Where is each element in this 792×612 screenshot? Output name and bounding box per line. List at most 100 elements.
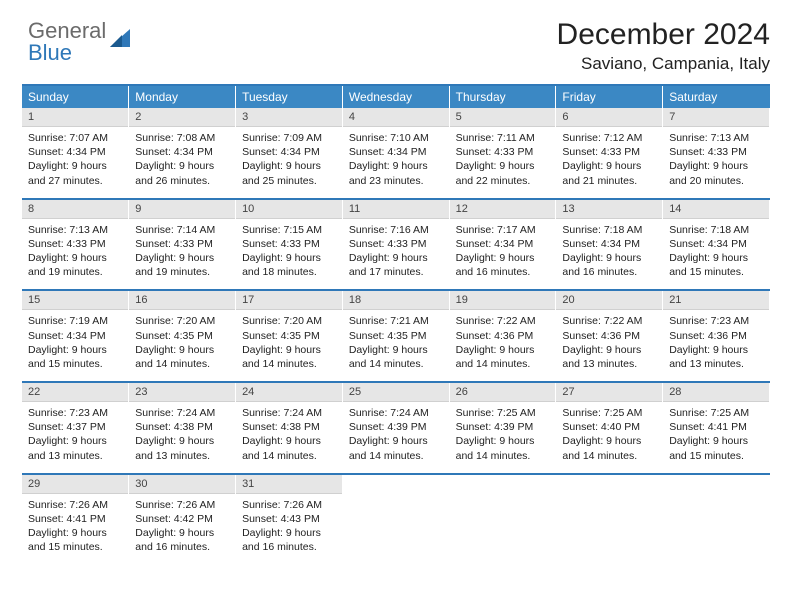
day-body: Sunrise: 7:15 AMSunset: 4:33 PMDaylight:… [236, 219, 342, 290]
day-body: Sunrise: 7:25 AMSunset: 4:39 PMDaylight:… [450, 402, 556, 473]
daylight-line: Daylight: 9 hours and 20 minutes. [669, 159, 763, 187]
day-body: Sunrise: 7:07 AMSunset: 4:34 PMDaylight:… [22, 127, 128, 198]
day-number: 30 [129, 475, 235, 494]
sunrise-line: Sunrise: 7:24 AM [349, 406, 443, 420]
day-number: 23 [129, 383, 235, 402]
day-body: Sunrise: 7:22 AMSunset: 4:36 PMDaylight:… [556, 310, 662, 381]
day-body: Sunrise: 7:10 AMSunset: 4:34 PMDaylight:… [343, 127, 449, 198]
sunrise-line: Sunrise: 7:25 AM [669, 406, 763, 420]
day-header: Thursday [449, 85, 556, 108]
day-body: Sunrise: 7:26 AMSunset: 4:41 PMDaylight:… [22, 494, 128, 565]
day-body: Sunrise: 7:25 AMSunset: 4:41 PMDaylight:… [663, 402, 769, 473]
day-body: Sunrise: 7:11 AMSunset: 4:33 PMDaylight:… [450, 127, 556, 198]
sunrise-line: Sunrise: 7:08 AM [135, 131, 229, 145]
sunrise-line: Sunrise: 7:24 AM [135, 406, 229, 420]
calendar-week-row: 22Sunrise: 7:23 AMSunset: 4:37 PMDayligh… [22, 382, 770, 474]
sunset-line: Sunset: 4:34 PM [242, 145, 336, 159]
calendar-day-cell: 5Sunrise: 7:11 AMSunset: 4:33 PMDaylight… [449, 108, 556, 199]
daylight-line: Daylight: 9 hours and 17 minutes. [349, 251, 443, 279]
daylight-line: Daylight: 9 hours and 16 minutes. [456, 251, 550, 279]
day-body: Sunrise: 7:08 AMSunset: 4:34 PMDaylight:… [129, 127, 235, 198]
daylight-line: Daylight: 9 hours and 23 minutes. [349, 159, 443, 187]
month-title: December 2024 [557, 18, 770, 52]
sunrise-line: Sunrise: 7:26 AM [135, 498, 229, 512]
day-number: 3 [236, 108, 342, 127]
day-number: 28 [663, 383, 769, 402]
sunset-line: Sunset: 4:34 PM [28, 145, 122, 159]
daylight-line: Daylight: 9 hours and 13 minutes. [135, 434, 229, 462]
day-body: Sunrise: 7:23 AMSunset: 4:37 PMDaylight:… [22, 402, 128, 473]
calendar-day-cell: 21Sunrise: 7:23 AMSunset: 4:36 PMDayligh… [663, 290, 770, 382]
calendar-day-cell: . [449, 474, 556, 565]
day-number: 13 [556, 200, 662, 219]
day-body: Sunrise: 7:17 AMSunset: 4:34 PMDaylight:… [450, 219, 556, 290]
daylight-line: Daylight: 9 hours and 14 minutes. [349, 434, 443, 462]
day-body: Sunrise: 7:26 AMSunset: 4:43 PMDaylight:… [236, 494, 342, 565]
day-number: 20 [556, 291, 662, 310]
sunset-line: Sunset: 4:41 PM [669, 420, 763, 434]
day-body: Sunrise: 7:26 AMSunset: 4:42 PMDaylight:… [129, 494, 235, 565]
calendar-table: Sunday Monday Tuesday Wednesday Thursday… [22, 84, 770, 564]
day-number: 1 [22, 108, 128, 127]
daylight-line: Daylight: 9 hours and 16 minutes. [135, 526, 229, 554]
day-header: Wednesday [342, 85, 449, 108]
sunrise-line: Sunrise: 7:07 AM [28, 131, 122, 145]
day-number: 5 [450, 108, 556, 127]
sunrise-line: Sunrise: 7:18 AM [562, 223, 656, 237]
sunset-line: Sunset: 4:36 PM [456, 329, 550, 343]
day-body: Sunrise: 7:20 AMSunset: 4:35 PMDaylight:… [236, 310, 342, 381]
sunset-line: Sunset: 4:33 PM [242, 237, 336, 251]
daylight-line: Daylight: 9 hours and 26 minutes. [135, 159, 229, 187]
day-header: Friday [556, 85, 663, 108]
sunset-line: Sunset: 4:41 PM [28, 512, 122, 526]
day-number: 16 [129, 291, 235, 310]
sunrise-line: Sunrise: 7:20 AM [242, 314, 336, 328]
sunset-line: Sunset: 4:35 PM [242, 329, 336, 343]
sunset-line: Sunset: 4:33 PM [135, 237, 229, 251]
daylight-line: Daylight: 9 hours and 13 minutes. [28, 434, 122, 462]
day-body: Sunrise: 7:13 AMSunset: 4:33 PMDaylight:… [22, 219, 128, 290]
sunset-line: Sunset: 4:35 PM [135, 329, 229, 343]
sunset-line: Sunset: 4:33 PM [28, 237, 122, 251]
sunrise-line: Sunrise: 7:17 AM [456, 223, 550, 237]
sunset-line: Sunset: 4:39 PM [349, 420, 443, 434]
day-header: Tuesday [236, 85, 343, 108]
calendar-day-cell: 4Sunrise: 7:10 AMSunset: 4:34 PMDaylight… [342, 108, 449, 199]
calendar-day-cell: . [556, 474, 663, 565]
sunset-line: Sunset: 4:38 PM [242, 420, 336, 434]
calendar-day-cell: 27Sunrise: 7:25 AMSunset: 4:40 PMDayligh… [556, 382, 663, 474]
calendar-day-cell: 22Sunrise: 7:23 AMSunset: 4:37 PMDayligh… [22, 382, 129, 474]
sunrise-line: Sunrise: 7:20 AM [135, 314, 229, 328]
daylight-line: Daylight: 9 hours and 15 minutes. [28, 343, 122, 371]
day-header: Saturday [663, 85, 770, 108]
daylight-line: Daylight: 9 hours and 18 minutes. [242, 251, 336, 279]
page-header: General Blue December 2024 Saviano, Camp… [22, 18, 770, 74]
calendar-day-cell: 12Sunrise: 7:17 AMSunset: 4:34 PMDayligh… [449, 199, 556, 291]
calendar-week-row: 15Sunrise: 7:19 AMSunset: 4:34 PMDayligh… [22, 290, 770, 382]
logo-sail-icon [108, 25, 138, 60]
sunrise-line: Sunrise: 7:22 AM [456, 314, 550, 328]
day-number: 18 [343, 291, 449, 310]
calendar-day-cell: 31Sunrise: 7:26 AMSunset: 4:43 PMDayligh… [236, 474, 343, 565]
sunrise-line: Sunrise: 7:16 AM [349, 223, 443, 237]
calendar-week-row: 29Sunrise: 7:26 AMSunset: 4:41 PMDayligh… [22, 474, 770, 565]
daylight-line: Daylight: 9 hours and 27 minutes. [28, 159, 122, 187]
day-number: 12 [450, 200, 556, 219]
sunset-line: Sunset: 4:34 PM [562, 237, 656, 251]
day-body: Sunrise: 7:23 AMSunset: 4:36 PMDaylight:… [663, 310, 769, 381]
sunrise-line: Sunrise: 7:18 AM [669, 223, 763, 237]
sunrise-line: Sunrise: 7:12 AM [562, 131, 656, 145]
sunrise-line: Sunrise: 7:25 AM [562, 406, 656, 420]
day-number: 10 [236, 200, 342, 219]
calendar-day-cell: 13Sunrise: 7:18 AMSunset: 4:34 PMDayligh… [556, 199, 663, 291]
day-number: 24 [236, 383, 342, 402]
sunset-line: Sunset: 4:34 PM [669, 237, 763, 251]
calendar-day-cell: 25Sunrise: 7:24 AMSunset: 4:39 PMDayligh… [342, 382, 449, 474]
logo: General Blue [22, 18, 138, 66]
calendar-week-row: 8Sunrise: 7:13 AMSunset: 4:33 PMDaylight… [22, 199, 770, 291]
daylight-line: Daylight: 9 hours and 19 minutes. [28, 251, 122, 279]
day-number: 26 [450, 383, 556, 402]
sunset-line: Sunset: 4:36 PM [562, 329, 656, 343]
sunrise-line: Sunrise: 7:25 AM [456, 406, 550, 420]
sunset-line: Sunset: 4:34 PM [28, 329, 122, 343]
